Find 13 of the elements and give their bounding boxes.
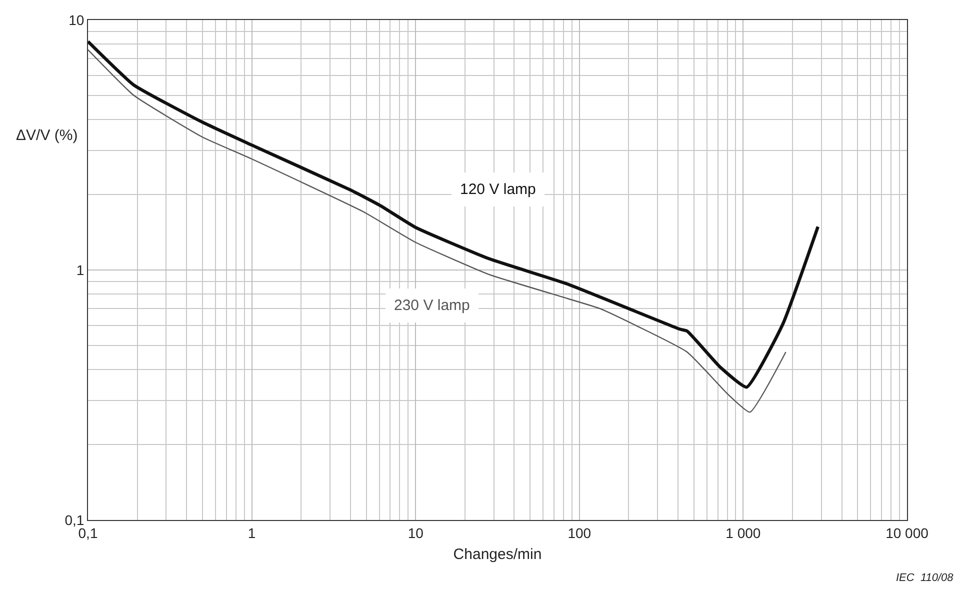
y-tick-label: 10 [68, 12, 84, 28]
x-tick-label: 10 [408, 524, 424, 541]
x-axis-title: Changes/min [453, 546, 542, 563]
x-tick-label: 1 [248, 524, 256, 541]
series-label: 230 V lamp [394, 297, 470, 314]
y-tick-label: 0,1 [64, 512, 84, 528]
y-axis-title: ΔV/V (%) [16, 127, 78, 144]
x-tick-label: 1 000 [726, 524, 761, 541]
y-tick-label: 1 [76, 262, 84, 278]
x-tick-label: 100 [568, 524, 592, 541]
text: IEC 110/08 [896, 572, 954, 584]
x-tick-label: 10 000 [886, 524, 929, 541]
text: 120 V lamp [460, 181, 536, 198]
